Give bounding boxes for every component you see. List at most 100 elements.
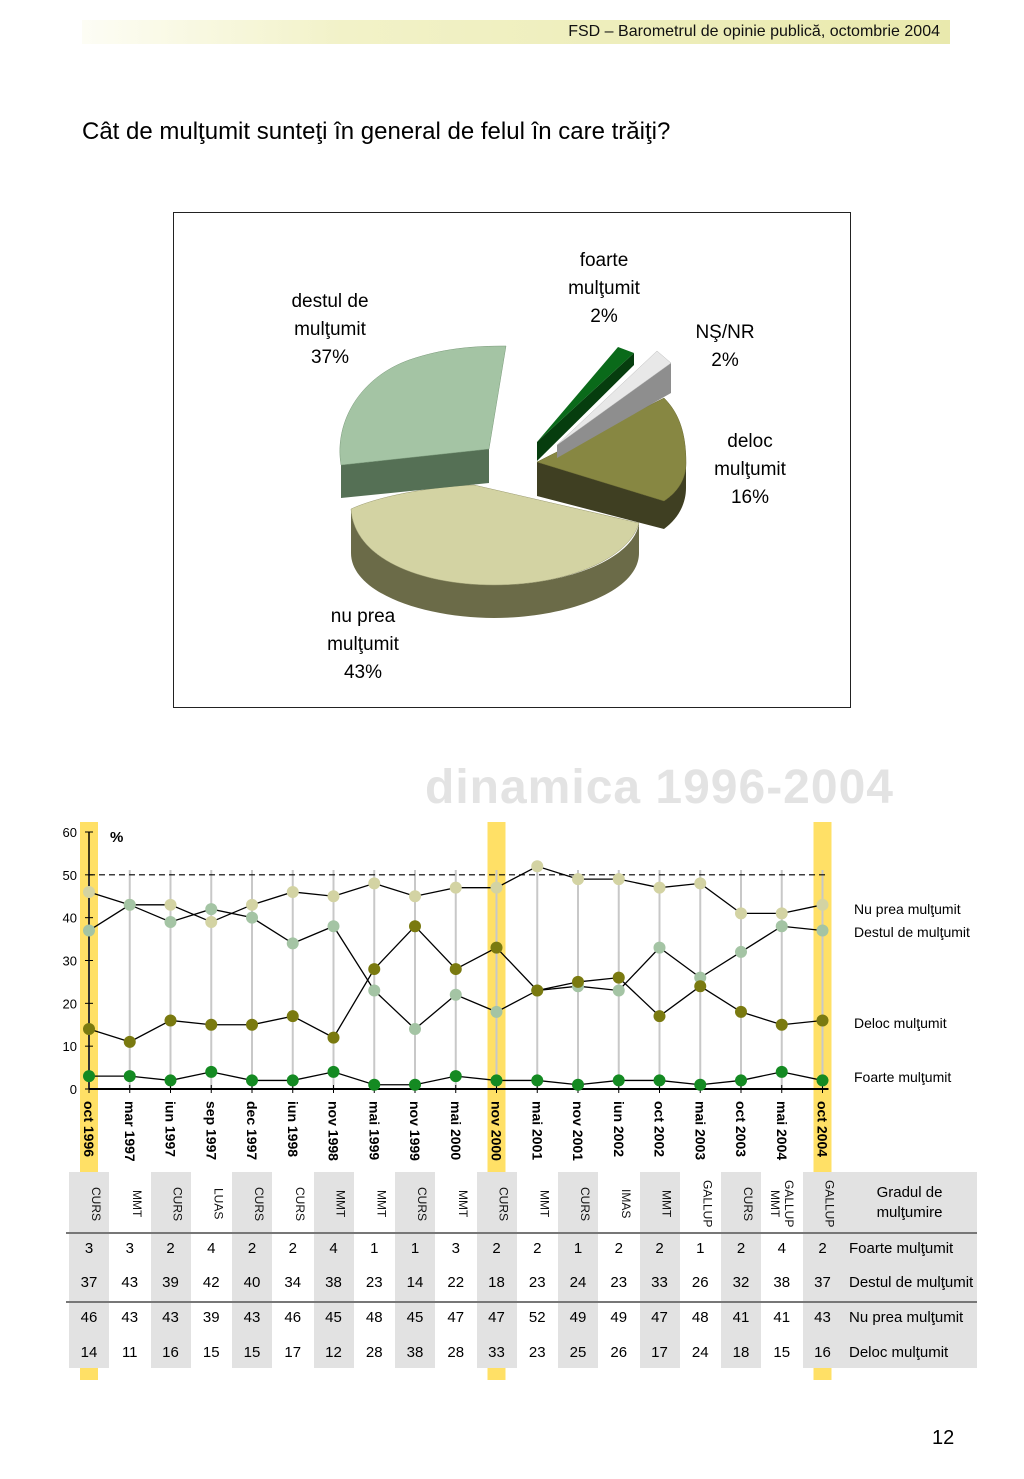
table-source-label: CURS bbox=[741, 1186, 755, 1221]
table-column-shade bbox=[476, 1172, 517, 1368]
data-point bbox=[246, 1018, 258, 1031]
pie-label-line: nu prea bbox=[330, 606, 396, 627]
pie-slice-foarte-side bbox=[537, 353, 634, 461]
pie-chart bbox=[339, 345, 687, 618]
data-point bbox=[490, 881, 503, 894]
pie-label-line: 2% bbox=[590, 306, 618, 327]
x-category-label: oct 2002 bbox=[652, 1101, 668, 1157]
data-point bbox=[286, 1074, 299, 1087]
table-source-label: MMT bbox=[659, 1190, 674, 1218]
table-cell: 2 bbox=[492, 1240, 501, 1257]
table-cell: 26 bbox=[610, 1344, 628, 1361]
data-point bbox=[816, 924, 829, 937]
data-point bbox=[83, 924, 95, 937]
table-cell: 40 bbox=[243, 1274, 261, 1291]
table-column-shade bbox=[313, 1172, 354, 1368]
data-point bbox=[735, 1074, 747, 1087]
table-separator bbox=[66, 1301, 977, 1303]
table-cell: 16 bbox=[162, 1344, 179, 1361]
x-category-label: nov 1999 bbox=[407, 1101, 423, 1161]
pie-label-line: mulţumit bbox=[714, 459, 786, 480]
table-cell: 41 bbox=[773, 1309, 791, 1326]
table-source-label: CURS bbox=[496, 1186, 511, 1221]
data-point bbox=[327, 890, 340, 903]
table-cell: 14 bbox=[80, 1344, 98, 1361]
data-point bbox=[368, 963, 381, 976]
pie-label-line: 43% bbox=[343, 662, 383, 683]
pie-slice-nu-prea bbox=[350, 484, 640, 586]
data-point bbox=[409, 890, 421, 903]
x-category-label: nov 2000 bbox=[489, 1101, 505, 1161]
table-cell: 33 bbox=[488, 1344, 505, 1361]
table-cell: 47 bbox=[447, 1309, 465, 1326]
pie-label-line: NŞ/NR bbox=[695, 322, 755, 343]
table-cell: 4 bbox=[207, 1240, 216, 1257]
pie-slice-deloc bbox=[536, 397, 687, 502]
table-source-label: MMT bbox=[374, 1190, 389, 1218]
table-source-label: IMAS bbox=[618, 1189, 633, 1219]
table-cell: 15 bbox=[202, 1344, 220, 1361]
table-cell: 43 bbox=[121, 1274, 139, 1291]
data-point bbox=[572, 873, 584, 886]
x-category-label: mai 2004 bbox=[774, 1101, 790, 1160]
data-point bbox=[531, 860, 544, 873]
x-category-label: mar 1997 bbox=[122, 1101, 138, 1162]
data-point bbox=[164, 1074, 177, 1087]
data-point bbox=[612, 1074, 625, 1087]
table-cell: 41 bbox=[732, 1309, 750, 1326]
table-cell: 2 bbox=[533, 1240, 542, 1257]
pie-label-destul: destul de mulţumit 37% bbox=[291, 288, 368, 372]
table-label-shade bbox=[842, 1172, 977, 1368]
data-point bbox=[123, 1035, 136, 1048]
page-number: 12 bbox=[932, 1427, 955, 1449]
pie-slice-nsnr bbox=[556, 350, 672, 446]
table-cell: 17 bbox=[651, 1344, 668, 1361]
table-cell: 3 bbox=[125, 1240, 134, 1257]
data-point bbox=[694, 877, 707, 890]
table-header-label: Gradul de mulţumire bbox=[876, 1184, 943, 1221]
table-cell: 43 bbox=[243, 1309, 261, 1326]
table-column-shade bbox=[721, 1172, 761, 1368]
table-row-label: Nu prea mulţumit bbox=[849, 1309, 964, 1326]
data-point bbox=[775, 1018, 788, 1031]
data-point bbox=[490, 941, 503, 954]
data-point bbox=[368, 877, 381, 890]
pie-chart-frame: foarte mulţumit 2% NŞ/NR 2% deloc mulţum… bbox=[173, 212, 851, 708]
legend-label: Nu prea mulţumit bbox=[854, 901, 961, 917]
table-cell: 39 bbox=[162, 1274, 179, 1291]
table-cell: 1 bbox=[410, 1240, 420, 1257]
pie-label-line: mulţumit bbox=[327, 634, 399, 655]
x-category-label: iun 1997 bbox=[163, 1101, 179, 1157]
x-category-label: nov 1998 bbox=[326, 1101, 342, 1161]
table-cell: 23 bbox=[528, 1344, 546, 1361]
table-source-label: GALLUP bbox=[700, 1180, 715, 1228]
series-line bbox=[89, 1071, 823, 1086]
table-cell: 16 bbox=[814, 1344, 831, 1361]
data-point bbox=[490, 1074, 503, 1087]
data-point bbox=[327, 1031, 340, 1044]
table-row-label: Deloc mulţumit bbox=[849, 1344, 949, 1361]
data-point bbox=[612, 971, 625, 984]
x-category-label: mai 2001 bbox=[529, 1101, 545, 1160]
y-tick-label: 40 bbox=[63, 911, 77, 926]
table-cell: 3 bbox=[451, 1240, 460, 1257]
table-cell: 43 bbox=[814, 1309, 831, 1326]
table-source-label: LUAS bbox=[211, 1188, 226, 1220]
data-point bbox=[409, 1023, 421, 1036]
table-cell: 34 bbox=[284, 1274, 302, 1291]
table-cell: 32 bbox=[732, 1274, 750, 1291]
data-point bbox=[368, 1078, 381, 1091]
pie-label-deloc: deloc mulţumit 16% bbox=[714, 428, 786, 512]
watermark-title: dinamica 1996-2004 bbox=[425, 761, 894, 814]
table-source-label: MMT bbox=[129, 1190, 144, 1218]
table-cell: 1 bbox=[696, 1240, 705, 1257]
data-point bbox=[449, 988, 462, 1001]
data-point bbox=[694, 971, 707, 984]
legend-label: Foarte mulţumit bbox=[854, 1069, 951, 1085]
data-point bbox=[612, 984, 625, 997]
data-point bbox=[368, 984, 381, 997]
table-separator bbox=[66, 1232, 977, 1234]
table-cell: 46 bbox=[80, 1309, 98, 1326]
table-cell: 38 bbox=[773, 1274, 791, 1291]
data-point bbox=[735, 1005, 747, 1018]
